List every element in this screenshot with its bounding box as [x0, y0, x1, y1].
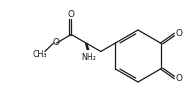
Text: O: O [176, 29, 183, 38]
Text: O: O [52, 38, 59, 47]
Polygon shape [85, 43, 89, 50]
Text: NH₂: NH₂ [82, 53, 96, 61]
Text: CH₃: CH₃ [33, 50, 47, 59]
Text: O: O [176, 74, 183, 83]
Text: O: O [68, 10, 75, 19]
